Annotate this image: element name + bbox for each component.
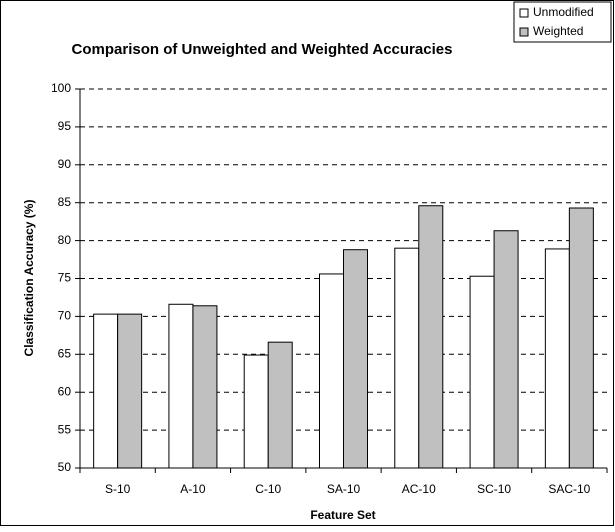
x-tick-label: AC-10 — [402, 482, 436, 496]
bar — [168, 303, 194, 469]
x-tick-label: A-10 — [180, 482, 206, 496]
bar — [93, 313, 119, 469]
bar — [493, 230, 519, 469]
bar — [192, 305, 218, 469]
legend-label: Weighted — [533, 24, 583, 38]
bar — [568, 207, 594, 469]
x-tick-label: C-10 — [255, 482, 281, 496]
bar — [267, 341, 293, 469]
x-tick-label: S-10 — [105, 482, 131, 496]
x-axis-label: Feature Set — [310, 508, 375, 522]
y-tick-label: 60 — [58, 384, 72, 398]
legend-swatch — [519, 8, 529, 18]
y-tick-label: 65 — [58, 346, 72, 360]
y-tick-label: 95 — [58, 119, 72, 133]
legend-swatch — [519, 27, 529, 37]
y-tick-label: 55 — [58, 422, 72, 436]
bar — [117, 313, 143, 469]
legend-box — [513, 1, 612, 43]
chart-title: Comparison of Unweighted and Weighted Ac… — [72, 41, 453, 58]
y-tick-label: 100 — [51, 81, 71, 95]
bar — [319, 273, 344, 469]
x-tick-label: SC-10 — [477, 482, 511, 496]
y-tick-label: 70 — [58, 309, 72, 323]
y-tick-label: 75 — [58, 271, 72, 285]
bar — [394, 247, 420, 469]
bar — [418, 205, 444, 469]
y-tick-label: 90 — [58, 157, 72, 171]
bar — [544, 248, 570, 469]
bar — [469, 275, 495, 469]
bar — [243, 354, 269, 469]
bar — [343, 249, 368, 469]
y-axis-label: Classification Accuracy (%) — [22, 200, 36, 357]
x-tick-label: SA-10 — [327, 482, 361, 496]
y-tick-label: 80 — [58, 233, 72, 247]
y-tick-label: 50 — [58, 460, 72, 474]
x-tick-label: SAC-10 — [548, 482, 590, 496]
y-tick-label: 85 — [58, 195, 72, 209]
legend-label: Unmodified — [533, 5, 594, 19]
